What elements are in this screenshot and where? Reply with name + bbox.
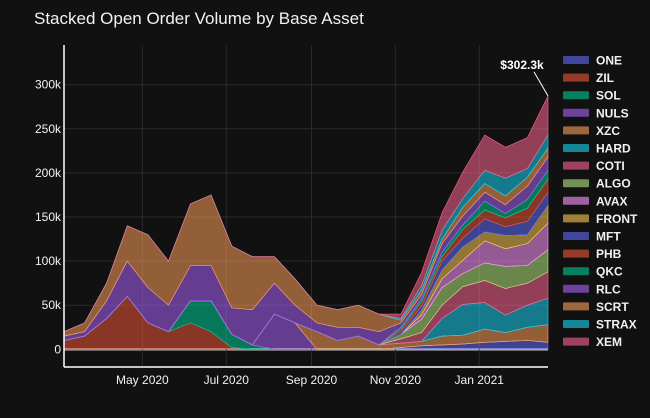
legend-item-mft[interactable]: MFT [596, 230, 621, 244]
legend: ONE ZIL SOL NULS XZC HARD COTI ALGO AVAX FRONT MFT… [563, 54, 638, 349]
legend-swatch-phb [563, 249, 589, 258]
x-tick-label: Nov 2020 [370, 373, 422, 387]
legend-item-front[interactable]: FRONT [596, 212, 638, 226]
legend-swatch-algo [563, 179, 589, 188]
legend-item-sol[interactable]: SOL [596, 89, 621, 103]
annotation-arrow [533, 71, 549, 97]
legend-item-hard[interactable]: HARD [596, 142, 631, 156]
legend-swatch-one [563, 56, 589, 64]
y-tick-label: 250k [35, 122, 62, 136]
tick-labels: 0 50k 100k 150k 200k 250k 300k May 2020 Jul 2020… [35, 78, 504, 387]
y-tick-label: 150k [35, 210, 62, 224]
legend-item-zil[interactable]: ZIL [596, 71, 614, 85]
legend-swatch-hard [563, 144, 589, 152]
x-tick-label: Sep 2020 [286, 373, 338, 387]
legend-swatch-front [563, 214, 589, 223]
x-tick-label: Jul 2020 [204, 373, 250, 387]
legend-swatch-xzc [563, 126, 589, 135]
chart-title: Stacked Open Order Volume by Base Asset [34, 9, 364, 28]
y-tick-label: 100k [35, 254, 62, 268]
legend-item-coti[interactable]: COTI [596, 159, 625, 173]
y-tick-label: 300k [35, 78, 62, 92]
legend-swatch-zil [563, 73, 589, 82]
legend-item-one[interactable]: ONE [596, 54, 622, 68]
legend-item-xzc[interactable]: XZC [596, 124, 620, 138]
legend-swatch-mft [563, 232, 589, 240]
legend-swatch-rlc [563, 284, 589, 293]
legend-item-avax[interactable]: AVAX [596, 194, 628, 208]
legend-item-xem[interactable]: XEM [596, 335, 622, 349]
axes [63, 45, 548, 368]
legend-item-scrt[interactable]: SCRT [596, 300, 629, 314]
annotation: $302.3k [500, 58, 549, 97]
legend-item-phb[interactable]: PHB [596, 247, 622, 261]
legend-item-qkc[interactable]: QKC [596, 265, 623, 279]
legend-swatch-scrt [563, 302, 589, 311]
legend-swatch-sol [563, 91, 589, 100]
legend-swatch-nuls [563, 108, 589, 117]
y-tick-label: 0 [54, 342, 61, 356]
legend-item-strax[interactable]: STRAX [596, 318, 637, 332]
series-areas [63, 95, 549, 350]
annotation-label: $302.3k [500, 58, 544, 72]
legend-item-rlc[interactable]: RLC [596, 282, 621, 296]
y-tick-label: 50k [42, 298, 62, 312]
x-tick-label: May 2020 [116, 373, 169, 387]
legend-swatch-xem [563, 337, 589, 346]
y-tick-label: 200k [35, 166, 62, 180]
legend-swatch-coti [563, 161, 589, 170]
legend-item-algo[interactable]: ALGO [596, 177, 631, 191]
legend-swatch-qkc [563, 267, 589, 276]
legend-item-nuls[interactable]: NULS [596, 106, 629, 120]
legend-swatch-avax [563, 196, 589, 205]
area-xem[interactable] [63, 95, 549, 332]
x-tick-label: Jan 2021 [455, 373, 505, 387]
legend-swatch-strax [563, 320, 589, 328]
